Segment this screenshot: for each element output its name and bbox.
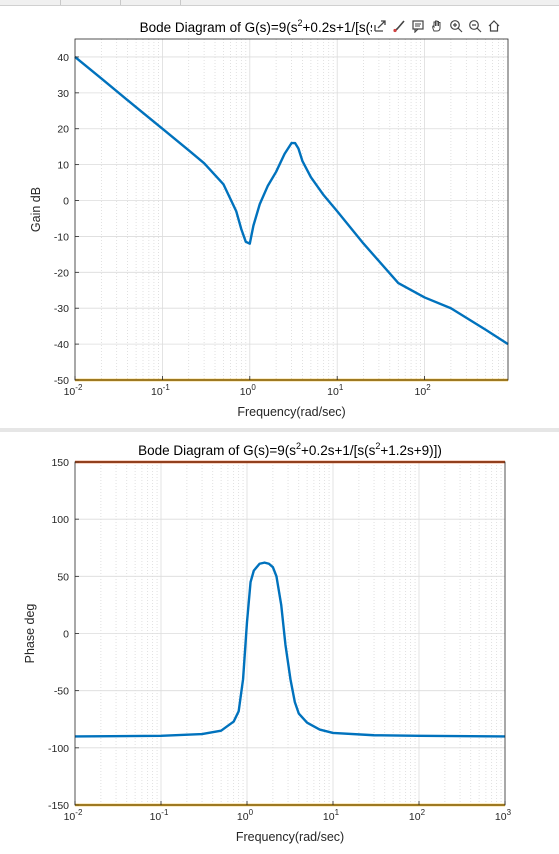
x-tick-label: 102 — [409, 808, 426, 823]
x-tick-label: 10-2 — [64, 383, 83, 398]
y-tick-label: 30 — [57, 88, 69, 100]
x-tick-label: 10-2 — [64, 808, 83, 823]
response-curve — [74, 56, 509, 346]
y-tick-label: -150 — [48, 800, 69, 812]
y-tick-label: -30 — [54, 303, 69, 315]
y-tick-label: 40 — [57, 52, 69, 64]
x-tick-label: 101 — [327, 383, 344, 398]
pan-hand-icon[interactable] — [429, 18, 445, 34]
window-tab[interactable] — [0, 0, 61, 5]
x-axis-label: Frequency(rad/sec) — [237, 405, 345, 419]
gain-plot: -50 -40 -30 -20 -10 0 10 20 30 40 10-2 10-1 100 101 10… — [29, 18, 509, 419]
y-tick-label: -10 — [54, 231, 69, 243]
response-curve — [74, 561, 506, 738]
window-tab-strip — [0, 0, 559, 6]
export-icon[interactable] — [372, 18, 388, 34]
y-tick-label: -20 — [54, 267, 69, 279]
y-tick-label: 20 — [57, 124, 69, 136]
x-tick-label: 101 — [323, 808, 340, 823]
y-tick-label: 0 — [63, 629, 69, 641]
y-tick-label: -50 — [54, 375, 69, 387]
home-icon[interactable] — [486, 18, 502, 34]
axes-toolbar — [372, 18, 502, 36]
zoom-in-icon[interactable] — [448, 18, 464, 34]
x-tick-label: 100 — [240, 383, 257, 398]
y-tick-label: 10 — [57, 160, 69, 172]
x-axis-label: Frequency(rad/sec) — [236, 830, 344, 844]
x-tick-label: 100 — [237, 808, 254, 823]
y-tick-label: 50 — [57, 571, 69, 583]
chart-title: Bode Diagram of G(s)=9(s2+0.2s+1/[s(s2+1… — [138, 441, 442, 458]
x-tick-label: 103 — [495, 808, 512, 823]
phase-figure-panel: -150 -100 -50 0 50 100 150 10-2 10-1 100 101 102 103… — [0, 432, 559, 854]
y-tick-label: -100 — [48, 743, 69, 755]
y-axis-label: Gain dB — [29, 187, 43, 232]
major-grid — [75, 461, 505, 806]
y-axis-label: Phase deg — [23, 604, 37, 664]
gain-figure-panel: -50 -40 -30 -20 -10 0 10 20 30 40 10-2 10-1 100 101 10… — [0, 6, 559, 429]
y-tick-label: 150 — [51, 457, 69, 469]
figure-separator — [0, 428, 559, 432]
chart-title: Bode Diagram of G(s)=9(s2+0.2s+1/[s(s2+1… — [140, 18, 444, 35]
x-tick-label: 102 — [415, 383, 432, 398]
y-tick-label: -40 — [54, 339, 69, 351]
brush-icon[interactable] — [391, 18, 407, 34]
x-tick-label: 10-1 — [151, 383, 170, 398]
plot-area — [75, 39, 508, 380]
window-tab[interactable] — [60, 0, 121, 5]
y-tick-label: 100 — [51, 514, 69, 526]
x-tick-label: 10-1 — [150, 808, 169, 823]
window-tab[interactable] — [120, 0, 181, 5]
y-tick-label: 0 — [63, 196, 69, 208]
axes-box — [74, 38, 509, 381]
zoom-out-icon[interactable] — [467, 18, 483, 34]
y-tick-label: -50 — [54, 686, 69, 698]
major-grid — [75, 39, 508, 381]
phase-plot: -150 -100 -50 0 50 100 150 10-2 10-1 100 101 102 103… — [23, 441, 512, 844]
datatip-icon[interactable] — [410, 18, 426, 34]
